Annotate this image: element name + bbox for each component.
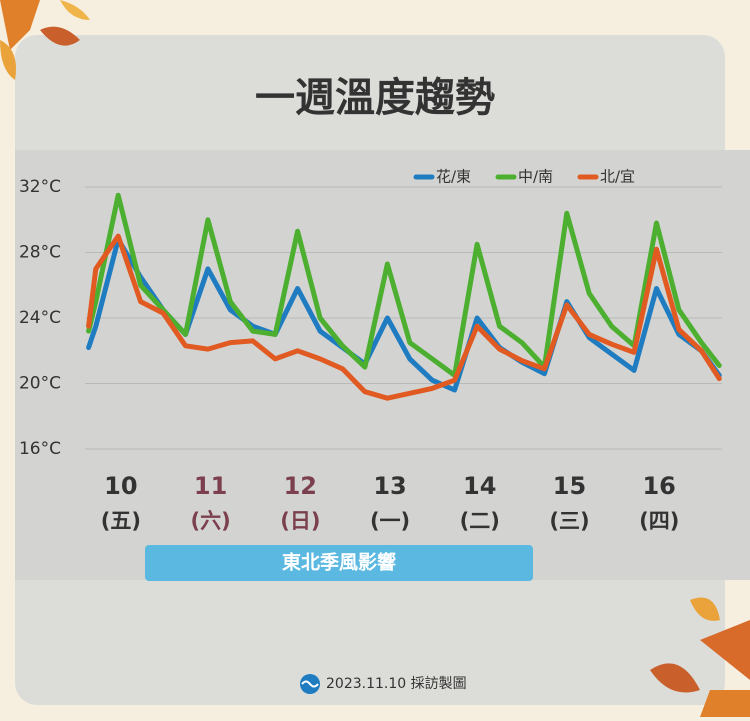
x-tick-sublabel: (四) [639, 509, 679, 533]
legend-label: 中/南 [518, 168, 553, 186]
source-logo [300, 674, 320, 694]
x-tick-sublabel: (六) [191, 509, 231, 533]
legend-label: 北/宜 [600, 168, 635, 186]
y-tick-label: 28°C [19, 243, 61, 263]
x-tick-label: 16 [642, 472, 675, 500]
x-tick-label: 11 [194, 472, 227, 500]
series-line [86, 192, 722, 378]
x-tick-sublabel: (日) [280, 509, 320, 533]
annotation: 東北季風影響 [282, 551, 396, 574]
x-tick-sublabel: (五) [101, 509, 141, 533]
y-tick-label: 32°C [19, 177, 61, 197]
chart-title: 一週溫度趨勢 [255, 75, 495, 121]
x-tick-label: 12 [284, 472, 317, 500]
y-tick-label: 16°C [19, 439, 61, 459]
x-tick-sublabel: (三) [549, 509, 589, 533]
y-tick-label: 20°C [19, 374, 61, 394]
legend-label: 花/東 [436, 168, 471, 186]
x-tick-sublabel: (二) [460, 509, 500, 533]
annotation-banner [145, 545, 533, 581]
source: 2023.11.10 採訪製圖 [326, 676, 467, 692]
x-tick-label: 15 [553, 472, 586, 500]
x-tick-label: 10 [104, 472, 137, 500]
x-tick-label: 13 [373, 472, 406, 500]
x-tick-sublabel: (一) [370, 509, 410, 533]
x-tick-label: 14 [463, 472, 496, 500]
series-line [86, 233, 722, 401]
y-tick-label: 24°C [19, 308, 61, 328]
